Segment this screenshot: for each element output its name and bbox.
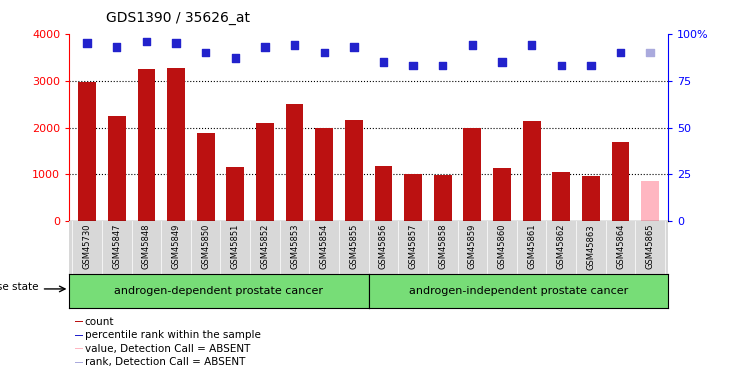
Text: GSM45855: GSM45855 [350, 224, 358, 269]
Bar [108, 116, 126, 221]
Bar [404, 174, 422, 221]
Bar [374, 166, 392, 221]
Bar [612, 142, 629, 221]
Text: GSM45863: GSM45863 [586, 224, 596, 270]
Bar [75, 348, 83, 350]
Point [496, 59, 508, 65]
Text: GSM45850: GSM45850 [201, 224, 210, 269]
Bar [641, 181, 659, 221]
Text: rank, Detection Call = ABSENT: rank, Detection Call = ABSENT [85, 357, 245, 367]
Point [466, 42, 478, 48]
Bar [493, 168, 511, 221]
Text: disease state: disease state [0, 282, 38, 292]
Bar [315, 129, 333, 221]
Point [259, 44, 271, 50]
Text: androgen-independent prostate cancer: androgen-independent prostate cancer [409, 286, 628, 296]
Bar [78, 82, 96, 221]
Text: percentile rank within the sample: percentile rank within the sample [85, 330, 261, 340]
Point [645, 50, 656, 55]
Point [289, 42, 301, 48]
Point [111, 44, 123, 50]
Bar [434, 176, 452, 221]
Bar [167, 69, 185, 221]
Text: GSM45858: GSM45858 [438, 224, 447, 269]
Point [526, 42, 537, 48]
Text: GSM45857: GSM45857 [409, 224, 418, 269]
Bar [226, 167, 245, 221]
Text: GSM45853: GSM45853 [290, 224, 299, 269]
Point [318, 50, 330, 55]
Bar [285, 104, 304, 221]
Point [615, 50, 626, 55]
Point [585, 63, 596, 69]
Bar [75, 334, 83, 336]
Point [229, 55, 241, 61]
Text: GSM45849: GSM45849 [172, 224, 180, 269]
Text: GSM45851: GSM45851 [231, 224, 239, 269]
Point [377, 59, 389, 65]
Text: GDS1390 / 35626_at: GDS1390 / 35626_at [106, 11, 250, 25]
Text: GSM45860: GSM45860 [498, 224, 507, 269]
Bar [137, 69, 155, 221]
Text: GSM45856: GSM45856 [379, 224, 388, 269]
Bar [75, 362, 83, 363]
Bar [553, 172, 570, 221]
Text: GSM45854: GSM45854 [320, 224, 328, 269]
Point [200, 50, 212, 55]
Text: androgen-dependent prostate cancer: androgen-dependent prostate cancer [115, 286, 323, 296]
Text: GSM45862: GSM45862 [557, 224, 566, 269]
Text: count: count [85, 317, 114, 327]
Point [81, 40, 93, 46]
Point [348, 44, 360, 50]
Point [141, 38, 153, 44]
Bar [523, 121, 540, 221]
Bar [464, 128, 481, 221]
Point [437, 63, 448, 69]
Point [170, 40, 182, 46]
Bar [197, 133, 215, 221]
Text: GSM45865: GSM45865 [645, 224, 655, 269]
Text: GSM45859: GSM45859 [468, 224, 477, 269]
Text: GSM45848: GSM45848 [142, 224, 151, 269]
Bar [582, 176, 600, 221]
Point [556, 63, 567, 69]
Text: GSM45864: GSM45864 [616, 224, 625, 269]
Text: GSM45730: GSM45730 [82, 224, 92, 269]
Text: value, Detection Call = ABSENT: value, Detection Call = ABSENT [85, 344, 250, 354]
Text: GSM45852: GSM45852 [261, 224, 269, 269]
Text: GSM45861: GSM45861 [527, 224, 536, 269]
Bar [345, 120, 363, 221]
Text: GSM45847: GSM45847 [112, 224, 121, 269]
Point [407, 63, 419, 69]
Bar [256, 123, 274, 221]
Bar [75, 321, 83, 322]
